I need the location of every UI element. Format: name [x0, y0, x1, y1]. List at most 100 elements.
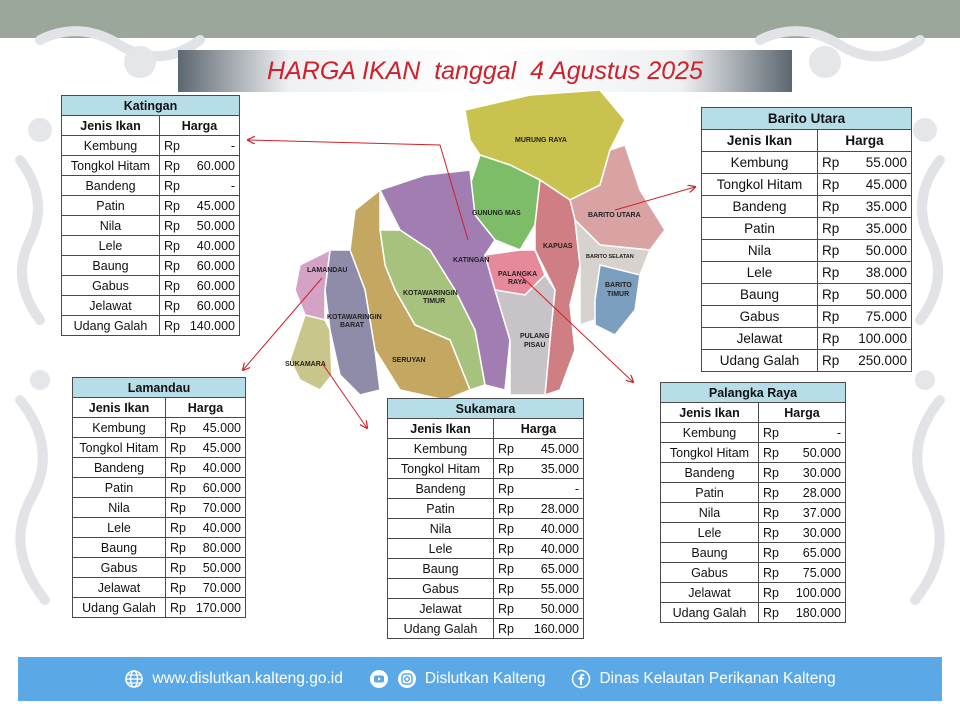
fish-price: 60.000	[196, 258, 235, 273]
table-header-row: Jenis Ikan Harga	[701, 129, 912, 152]
table-region-row: Sukamara	[387, 398, 584, 419]
fish-price-cell: Rp 180.000	[758, 602, 846, 623]
table-region-row: Barito Utara	[701, 107, 912, 130]
fish-name: Patin	[701, 217, 818, 240]
fish-price-cell: Rp 160.000	[493, 618, 584, 639]
fish-price: 30.000	[802, 525, 841, 540]
fish-price: 180.000	[795, 605, 841, 620]
table-region-title: Katingan	[61, 95, 240, 116]
table-region-title: Lamandau	[72, 377, 246, 398]
currency-label: Rp	[170, 540, 186, 555]
price-table-lamandau: Lamandau Jenis Ikan Harga Kembung Rp 45.000 To…	[72, 377, 246, 618]
table-region-title: Sukamara	[387, 398, 584, 419]
fish-name: Baung	[72, 537, 166, 558]
map-label-kotawaringin-timur-1: KOTAWARINGIN	[403, 290, 458, 297]
fish-price-cell: Rp 45.000	[165, 417, 246, 438]
table-row: Kembung Rp 45.000	[387, 438, 584, 459]
fish-price: -	[230, 138, 235, 153]
map-label-kotawaringin-barat-1: KOTAWARINGIN	[327, 314, 382, 321]
currency-label: Rp	[170, 560, 186, 575]
table-row: Kembung Rp 55.000	[701, 151, 912, 174]
fish-price: 40.000	[202, 520, 241, 535]
currency-label: Rp	[170, 580, 186, 595]
region-barito-timur	[594, 264, 641, 336]
currency-label: Rp	[170, 520, 186, 535]
fish-name: Bandeng	[61, 175, 160, 196]
fish-name: Tongkol Hitam	[660, 442, 759, 463]
fish-price: 50.000	[202, 560, 241, 575]
footer-social[interactable]: Dislutkan Kalteng	[369, 669, 546, 689]
fish-name: Lele	[701, 261, 818, 284]
fish-name: Jelawat	[72, 577, 166, 598]
fish-name: Jelawat	[660, 582, 759, 603]
currency-label: Rp	[164, 138, 180, 153]
fish-price: 40.000	[202, 460, 241, 475]
currency-label: Rp	[763, 485, 779, 500]
fish-name: Patin	[387, 498, 494, 519]
table-row: Nila Rp 50.000	[61, 215, 240, 236]
youtube-icon	[369, 670, 388, 688]
table-row: Lele Rp 38.000	[701, 261, 912, 284]
fish-price: 30.000	[802, 465, 841, 480]
column-header-harga: Harga	[758, 402, 846, 423]
currency-label: Rp	[164, 198, 180, 213]
fish-price: 75.000	[865, 309, 907, 324]
currency-label: Rp	[763, 445, 779, 460]
map-label-barito-selatan: BARITO SELATAN	[586, 254, 634, 260]
fish-price: 37.000	[802, 505, 841, 520]
footer-facebook[interactable]: Dinas Kelautan Perikanan Kalteng	[571, 669, 836, 689]
currency-label: Rp	[822, 243, 840, 258]
fish-price: 40.000	[196, 238, 235, 253]
table-row: Patin Rp 28.000	[387, 498, 584, 519]
currency-label: Rp	[763, 425, 779, 440]
fish-price-cell: Rp 55.000	[493, 578, 584, 599]
fish-name: Tongkol Hitam	[61, 155, 160, 176]
fish-price-cell: Rp 40.000	[159, 235, 240, 256]
map-label-gunung-mas: GUNUNG MAS	[472, 210, 521, 217]
column-header-harga: Harga	[159, 115, 240, 136]
fish-price-cell: Rp 28.000	[758, 482, 846, 503]
map-label-pulang-pisau-2: PISAU	[524, 342, 545, 349]
fish-price-cell: Rp 60.000	[159, 295, 240, 316]
fish-name: Gabus	[660, 562, 759, 583]
table-row: Nila Rp 50.000	[701, 239, 912, 262]
column-header-jenis: Jenis Ikan	[387, 418, 494, 439]
fish-price: 55.000	[865, 155, 907, 170]
table-row: Udang Galah Rp 140.000	[61, 315, 240, 336]
table-header-row: Jenis Ikan Harga	[387, 418, 584, 439]
footer-social-text: Dislutkan Kalteng	[424, 670, 546, 687]
table-row: Udang Galah Rp 160.000	[387, 618, 584, 639]
table-row: Baung Rp 60.000	[61, 255, 240, 276]
table-row: Nila Rp 37.000	[660, 502, 846, 523]
fish-name: Lele	[61, 235, 160, 256]
fish-name: Bandeng	[660, 462, 759, 483]
table-row: Gabus Rp 60.000	[61, 275, 240, 296]
table-region-row: Lamandau	[72, 377, 246, 398]
table-row: Lele Rp 40.000	[387, 538, 584, 559]
fish-price: -	[230, 178, 235, 193]
table-row: Udang Galah Rp 170.000	[72, 597, 246, 618]
column-header-harga: Harga	[817, 129, 912, 152]
table-row: Lele Rp 40.000	[72, 517, 246, 538]
table-row: Baung Rp 65.000	[660, 542, 846, 563]
instagram-icon	[397, 670, 416, 688]
fish-price-cell: Rp -	[159, 135, 240, 156]
table-row: Kembung Rp -	[61, 135, 240, 156]
currency-label: Rp	[763, 505, 779, 520]
currency-label: Rp	[498, 481, 514, 496]
table-region-title: Palangka Raya	[660, 382, 846, 403]
currency-label: Rp	[498, 601, 514, 616]
fish-name: Lele	[72, 517, 166, 538]
footer-website[interactable]: www.dislutkan.kalteng.go.id	[124, 669, 343, 689]
table-row: Jelawat Rp 70.000	[72, 577, 246, 598]
fish-price-cell: Rp 100.000	[758, 582, 846, 603]
fish-price: 65.000	[540, 561, 579, 576]
fish-price-cell: Rp 60.000	[159, 275, 240, 296]
fish-price-cell: Rp 45.000	[817, 173, 912, 196]
fish-name: Kembung	[701, 151, 818, 174]
currency-label: Rp	[170, 500, 186, 515]
table-row: Kembung Rp -	[660, 422, 846, 443]
fish-price: -	[574, 481, 579, 496]
currency-label: Rp	[498, 561, 514, 576]
fish-name: Gabus	[61, 275, 160, 296]
